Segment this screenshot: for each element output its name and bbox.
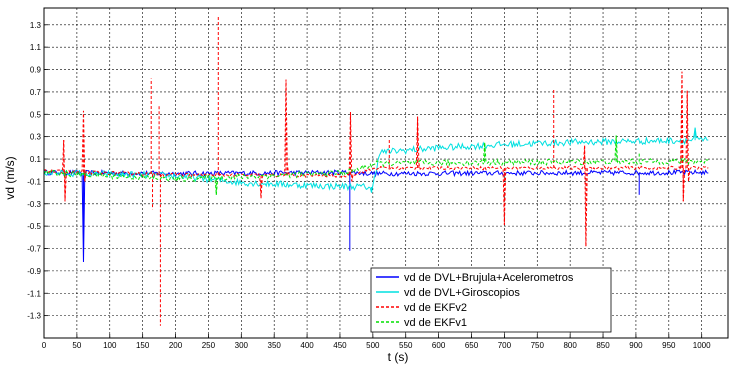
x-axis-label: t (s)	[388, 350, 409, 364]
series-line-2	[43, 71, 709, 247]
axis-ticks: 0 50 100 150 200 250 300 350 400 450 500 550 600 650 7…	[27, 21, 711, 350]
y-tick-label: -0.7	[27, 245, 41, 254]
y-tick-label: -1.1	[27, 289, 41, 298]
x-tick-label: 650	[465, 341, 479, 350]
y-tick-label: 0.9	[30, 66, 42, 75]
x-tick-label: 550	[399, 341, 413, 350]
y-tick-label: -1.3	[27, 312, 41, 321]
x-tick-label: 800	[563, 341, 577, 350]
x-tick-label: 250	[202, 341, 216, 350]
x-tick-label: 750	[531, 341, 545, 350]
y-tick-label: 1.1	[30, 43, 42, 52]
x-tick-label: 950	[662, 341, 676, 350]
legend-label-2: vd de EKFv2	[404, 302, 467, 314]
x-tick-label: 200	[169, 341, 183, 350]
y-tick-label: -0.3	[27, 200, 41, 209]
y-tick-label: 1.3	[30, 21, 42, 30]
x-tick-label: 50	[72, 341, 81, 350]
x-tick-label: 450	[333, 341, 347, 350]
series-line-3	[43, 135, 709, 195]
legend-label-3: vd de EKFv1	[404, 317, 467, 329]
x-tick-label: 1000	[693, 341, 711, 350]
x-tick-label: 900	[629, 341, 643, 350]
x-tick-label: 350	[268, 341, 282, 350]
x-tick-label: 500	[366, 341, 380, 350]
y-tick-label: -0.1	[27, 177, 41, 186]
y-tick-label: 0.1	[30, 155, 42, 164]
x-tick-label: 600	[432, 341, 446, 350]
legend-box	[370, 267, 612, 333]
x-tick-label: 0	[42, 341, 47, 350]
series-line-1	[43, 127, 709, 193]
x-tick-label: 850	[596, 341, 610, 350]
x-tick-label: 300	[235, 341, 249, 350]
series-group	[43, 15, 709, 326]
x-tick-label: 150	[136, 341, 150, 350]
plot-frame	[43, 7, 729, 339]
series-line-0	[43, 168, 709, 262]
y-tick-label: -0.9	[27, 267, 41, 276]
legend-label-1: vd de DVL+Giroscopios	[404, 287, 520, 299]
y-tick-label: 0.7	[30, 88, 42, 97]
legend-label-0: vd de DVL+Brujula+Acelerometros	[404, 272, 574, 284]
x-tick-label: 100	[103, 341, 117, 350]
y-tick-label: -0.5	[27, 222, 41, 231]
y-tick-label: 0.5	[30, 110, 42, 119]
y-axis-label: vd (m/s)	[3, 156, 17, 199]
x-tick-label: 400	[300, 341, 314, 350]
legend: vd de DVL+Brujula+Acelerometros vd de DVL…	[370, 267, 612, 333]
y-tick-label: 0.3	[30, 133, 42, 142]
x-tick-label: 700	[498, 341, 512, 350]
